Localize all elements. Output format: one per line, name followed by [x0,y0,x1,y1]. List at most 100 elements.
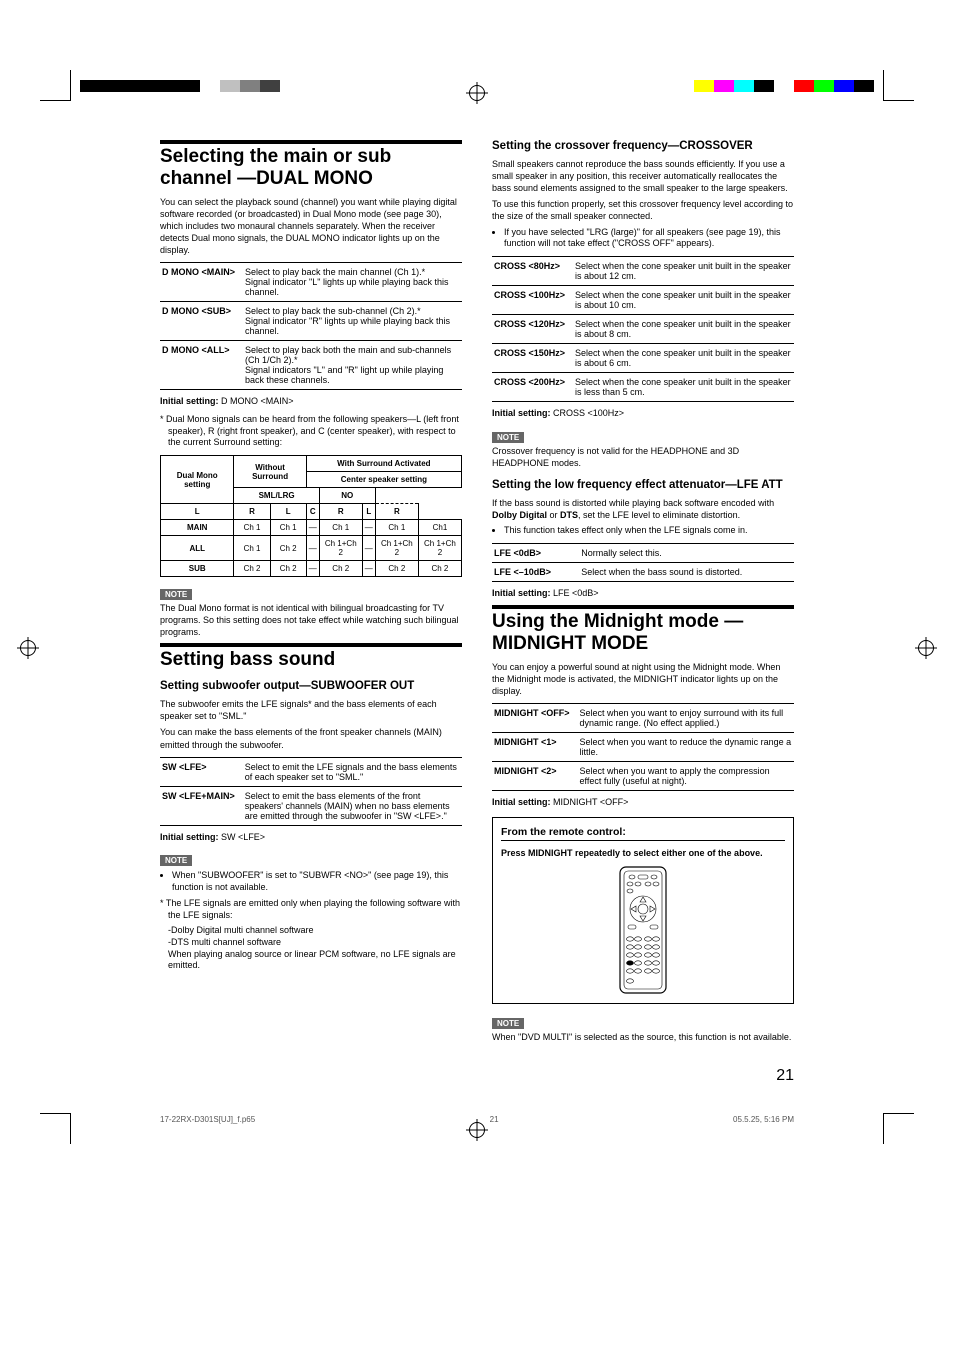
grid-rowhead: ALL [161,536,234,561]
registration-mark [20,640,36,656]
col-dualmono: Dual Mono setting [161,456,234,504]
initial-setting: Initial setting: CROSS <100Hz> [492,408,794,420]
grid-cell: Ch 1 [375,520,418,536]
option-label: CROSS <120Hz> [492,314,573,343]
heading-midnight: Using the Midnight mode —MIDNIGHT MODE [492,605,794,655]
page-number: 21 [60,1067,794,1085]
grid-cell: — [306,520,319,536]
option-label: MIDNIGHT <OFF> [492,704,578,733]
option-label: LFE <–10dB> [492,562,579,581]
body-text: You can make the bass elements of the fr… [160,726,462,750]
cross-table: CROSS <80Hz>Select when the cone speaker… [492,256,794,402]
grid-col: R [319,504,362,520]
option-desc: Select when the bass sound is distorted. [579,562,794,581]
option-desc: Select to emit the bass elements of the … [243,786,462,825]
option-label: D MONO <SUB> [160,302,243,341]
grid-col: L [161,504,234,520]
grid-cell: Ch 2 [270,561,306,577]
footer-page: 21 [490,1115,499,1124]
col-without-surround: Without Surround [234,456,306,488]
remote-title: From the remote control: [501,826,785,841]
grid-cell: — [362,536,375,561]
list-item: This function takes effect only when the… [504,525,794,537]
grid-col: R [375,504,418,520]
footnote: * The LFE signals are emitted only when … [160,898,462,921]
heading-bass: Setting bass sound [160,643,462,671]
heading-lfe: Setting the low frequency effect attenua… [492,479,794,493]
grid-cell: — [362,520,375,536]
option-desc: Select to emit the LFE signals and the b… [243,757,462,786]
note-badge: NOTE [492,1018,524,1029]
option-label: MIDNIGHT <1> [492,733,578,762]
note-badge: NOTE [160,589,192,600]
grid-rowhead: MAIN [161,520,234,536]
footer-date: 05.5.25, 5:16 PM [733,1115,794,1124]
bullet-list: This function takes effect only when the… [492,525,794,537]
right-column: Setting the crossover frequency—CROSSOVE… [492,140,794,1047]
remote-icon [608,865,678,995]
grid-cell: Ch 2 [270,536,306,561]
grid-cell: Ch 1 [234,520,270,536]
intro-text: You can select the playback sound (chann… [160,196,462,257]
initial-setting: Initial setting: D MONO <MAIN> [160,396,462,408]
grid-cell: Ch 1 [234,536,270,561]
option-desc: Select when the cone speaker unit built … [573,343,794,372]
grid-cell: Ch 1+Ch 2 [319,536,362,561]
grid-rowhead: SUB [161,561,234,577]
option-desc: Select when the cone speaker unit built … [573,372,794,401]
option-desc: Select when you want to apply the compre… [578,762,794,791]
option-desc: Select to play back the main channel (Ch… [243,263,462,302]
option-label: SW <LFE> [160,757,243,786]
heading-dual-mono: Selecting the main or sub channel —DUAL … [160,140,462,190]
footer-filename: 17-22RX-D301S[UJ]_f.p65 [160,1115,255,1124]
col-sml: SML/LRG [234,488,319,504]
grid-cell: Ch 1 [270,520,306,536]
col-no: NO [319,488,375,504]
option-desc: Select when you want to reduce the dynam… [578,733,794,762]
option-desc: Select when the cone speaker unit built … [573,314,794,343]
remote-text: Press MIDNIGHT repeatedly to select eith… [501,847,785,859]
body-text: If the bass sound is distorted while pla… [492,497,794,521]
list-item: When "SUBWOOFER" is set to "SUBWFR <NO>"… [172,870,462,893]
grid-cell: Ch 1+Ch 2 [418,536,461,561]
dmono-table: D MONO <MAIN>Select to play back the mai… [160,262,462,390]
footnote-lines: -Dolby Digital multi channel software-DT… [160,925,462,972]
crop-mark [883,1113,914,1144]
footnote: * Dual Mono signals can be heard from th… [160,414,462,449]
grid-col: L [362,504,375,520]
body-text: You can enjoy a powerful sound at night … [492,661,794,697]
option-label: CROSS <100Hz> [492,285,573,314]
bullet-list: If you have selected "LRG (large)" for a… [492,227,794,250]
option-desc: Select to play back both the main and su… [243,341,462,390]
heading-crossover: Setting the crossover frequency—CROSSOVE… [492,140,794,154]
note-badge: NOTE [160,855,192,866]
grid-cell: Ch 2 [234,561,270,577]
grid-cell: — [306,561,319,577]
registration-bars [0,80,954,110]
grid-cell: Ch 2 [375,561,418,577]
list-item: If you have selected "LRG (large)" for a… [504,227,794,250]
page: Selecting the main or sub channel —DUAL … [0,0,954,1164]
option-label: CROSS <150Hz> [492,343,573,372]
note-text: When "DVD MULTI" is selected as the sour… [492,1031,794,1043]
registration-mark [469,1122,485,1138]
body-text: To use this function properly, set this … [492,198,794,222]
grid-col: C [306,504,319,520]
grid-cell: — [362,561,375,577]
footnote-line: -DTS multi channel software [168,937,462,949]
surround-grid: Dual Mono setting Without Surround With … [160,455,462,577]
initial-setting: Initial setting: LFE <0dB> [492,588,794,600]
grid-cell: Ch 1+Ch 2 [375,536,418,561]
grid-cell: — [306,536,319,561]
content-columns: Selecting the main or sub channel —DUAL … [160,140,794,1047]
initial-setting: Initial setting: MIDNIGHT <OFF> [492,797,794,809]
body-text: The subwoofer emits the LFE signals* and… [160,698,462,722]
initial-setting: Initial setting: SW <LFE> [160,832,462,844]
registration-mark [918,640,934,656]
option-label: CROSS <200Hz> [492,372,573,401]
option-label: SW <LFE+MAIN> [160,786,243,825]
grid-cell: Ch1 [418,520,461,536]
col-with-surround: With Surround Activated [306,456,461,472]
option-desc: Select to play back the sub-channel (Ch … [243,302,462,341]
option-desc: Select when the cone speaker unit built … [573,285,794,314]
